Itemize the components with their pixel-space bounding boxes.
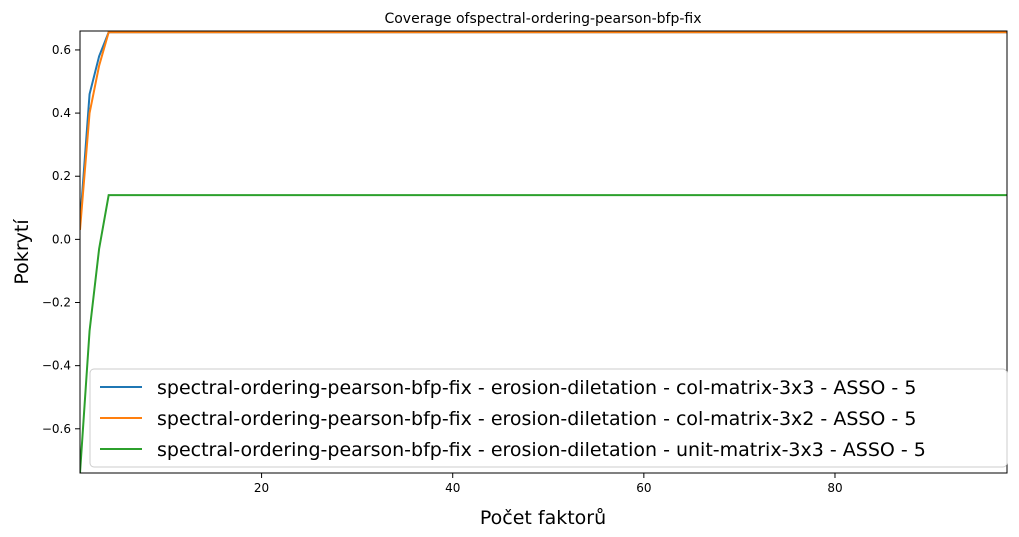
- legend-entry-label: spectral-ordering-pearson-bfp-fix - eros…: [157, 408, 916, 430]
- y-tick-label: 0.6: [52, 43, 71, 57]
- plot-frame: [79, 30, 1008, 474]
- x-tick-label: 60: [636, 481, 651, 495]
- x-tick-label: 40: [445, 481, 460, 495]
- legend-entry-label: spectral-ordering-pearson-bfp-fix - eros…: [157, 439, 926, 461]
- legend: spectral-ordering-pearson-bfp-fix - eros…: [89, 368, 1008, 468]
- y-tick-label: 0.2: [52, 169, 71, 183]
- x-axis-label: Počet faktorů: [480, 507, 606, 529]
- y-axis-ticks: −0.6 −0.4 −0.2 0.0 0.2 0.4 0.6: [42, 43, 80, 436]
- x-tick-label: 80: [827, 481, 842, 495]
- y-tick-label: −0.2: [42, 296, 71, 310]
- legend-box: [89, 368, 1008, 468]
- series-layer: [80, 31, 1007, 473]
- y-tick-label: −0.6: [42, 422, 71, 436]
- chart-title: Coverage ofspectral-ordering-pearson-bfp…: [384, 11, 701, 27]
- x-axis-ticks: 20 40 60 80: [254, 473, 843, 495]
- y-tick-label: 0.0: [52, 232, 71, 246]
- legend-entry-label: spectral-ordering-pearson-bfp-fix - eros…: [157, 377, 916, 399]
- y-axis-label: Pokrytí: [11, 219, 33, 285]
- y-tick-label: −0.4: [42, 359, 71, 373]
- series-line-3: [80, 194, 1007, 473]
- x-tick-label: 20: [254, 481, 269, 495]
- y-tick-label: 0.4: [52, 106, 71, 120]
- series-line-2: [80, 31, 1007, 230]
